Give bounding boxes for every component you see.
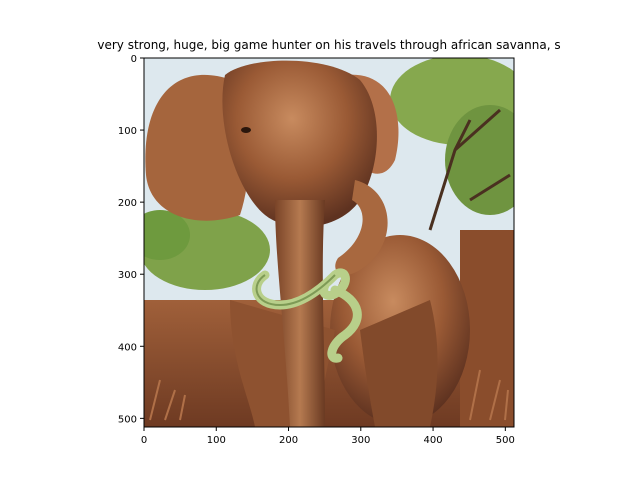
photo-image	[144, 58, 514, 427]
y-axis: 0 100 200 300 400 500	[118, 54, 144, 425]
image-tree-branches	[428, 108, 511, 231]
y-tick-label: 300	[118, 270, 137, 281]
x-tick-label: 500	[496, 435, 515, 446]
x-tick-label: 100	[207, 435, 226, 446]
axes-frame	[143, 57, 515, 428]
x-tick-label: 0	[141, 435, 147, 446]
image-dry-grass	[149, 369, 509, 421]
y-tick-label: 200	[118, 198, 137, 209]
y-tick-label: 100	[118, 126, 137, 137]
image-elephant-trunk	[275, 200, 325, 427]
chart-title: very strong, huge, big game hunter on hi…	[97, 38, 560, 52]
image-elephant-eye	[241, 127, 251, 133]
y-tick-label: 0	[131, 54, 137, 65]
x-tick-label: 200	[279, 435, 298, 446]
image-elephant-leg-right	[360, 300, 438, 427]
y-tick-label: 500	[118, 414, 137, 425]
image-elephant-head	[222, 60, 377, 227]
image-snake-pattern	[255, 274, 336, 307]
image-elephant-trunk-curl	[335, 180, 388, 275]
y-tick-label: 400	[118, 342, 137, 353]
image-left-bush-2	[144, 210, 190, 260]
x-tick-label: 400	[424, 435, 443, 446]
x-tick-label: 300	[351, 435, 370, 446]
x-axis: 0 100 200 300 400 500	[141, 427, 515, 446]
image-tree-foliage	[445, 105, 514, 215]
